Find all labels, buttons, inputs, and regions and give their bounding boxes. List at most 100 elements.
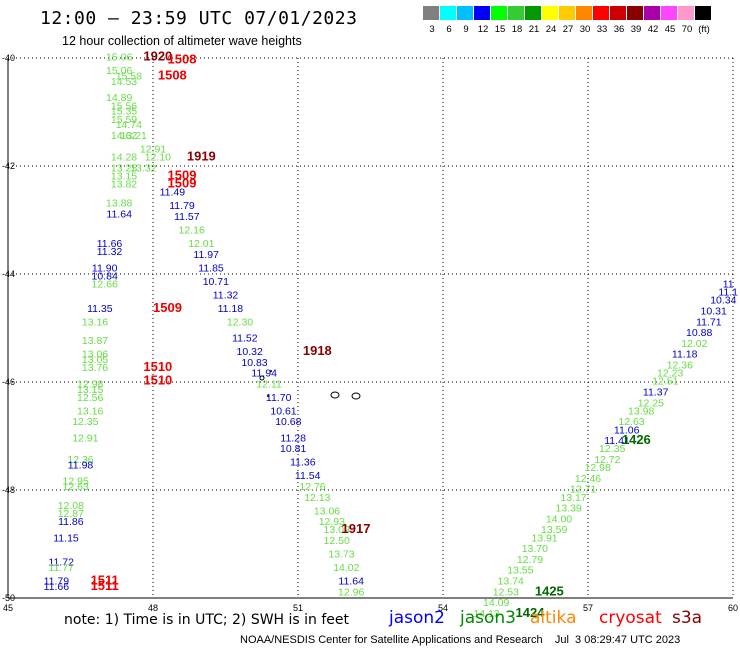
wave-height-value: 12.71 (570, 484, 596, 496)
scale-swatch (423, 6, 439, 20)
wave-height-value: 12.56 (77, 392, 103, 404)
wave-height-value: 15.35 (111, 106, 137, 118)
y-tick-label: -50 (2, 593, 15, 603)
wave-height-value: 11.71 (696, 316, 722, 328)
wave-height-value: 11.06 (614, 424, 640, 436)
wave-height-value: 12.91 (72, 432, 98, 444)
wave-height-value: 13.87 (82, 335, 108, 347)
scale-swatch (559, 6, 575, 20)
wave-height-value: 11.98 (68, 459, 94, 471)
wave-height-value: 10.84 (92, 270, 118, 282)
wave-height-value: 11.32 (97, 246, 123, 258)
wave-height-value: 13.25 (111, 162, 137, 174)
wave-height-value: 15.58 (116, 71, 142, 83)
legend-jason2: jason2 (389, 608, 445, 628)
island-shape (259, 375, 265, 381)
wave-height-value: 14.89 (106, 92, 132, 104)
wave-height-value: 13.17 (560, 492, 586, 504)
chart-title: 12:00 — 23:59 UTC 07/01/2023 (40, 8, 358, 29)
y-tick-label: -48 (2, 485, 15, 495)
scale-swatch (644, 6, 660, 20)
scale-label: 21 (528, 24, 540, 35)
wave-height-value: 11.28 (280, 432, 306, 444)
time-label: 1426 (622, 432, 651, 447)
time-label: 1918 (303, 343, 332, 358)
wave-height-value: 10.68 (275, 416, 301, 428)
scale-label: 33 (596, 24, 608, 35)
scale-swatch (661, 6, 677, 20)
wave-height-value: 15.56 (111, 100, 137, 112)
scale-label: 42 (647, 24, 659, 35)
time-label: 1425 (535, 583, 564, 598)
wave-height-value: 14.62 (111, 130, 137, 142)
footer-text: NOAA/NESDIS Center for Satellite Applica… (240, 634, 681, 646)
wave-height-value: 12.30 (227, 316, 253, 328)
wave-height-value: 14.02 (333, 562, 359, 574)
time-label: 1920 (143, 49, 172, 64)
wave-height-value: 10.61 (270, 405, 296, 417)
wave-height-value: 12.76 (299, 481, 325, 493)
scale-label: (ft) (698, 24, 710, 35)
island-shape (267, 395, 269, 397)
wave-height-value: 11.64 (338, 576, 364, 588)
wave-height-value: 12.66 (92, 279, 118, 291)
wave-height-value: 10.71 (203, 276, 229, 288)
wave-height-value: 13.32 (130, 162, 156, 174)
wave-height-value: 11.64 (106, 208, 132, 220)
island-shape (351, 392, 361, 400)
wave-height-value: 14.53 (111, 76, 137, 88)
wave-height-value: 12.63 (618, 416, 644, 428)
y-tick-label: -44 (2, 269, 15, 279)
time-label: 1508 (158, 68, 187, 83)
wave-height-value: 13.06 (82, 349, 108, 361)
wave-height-value: 11.15 (53, 532, 79, 544)
wave-height-value: 12.91 (140, 144, 166, 156)
scale-label: 3 (429, 24, 435, 35)
time-label: 1917 (342, 521, 371, 536)
wave-height-value: 12.79 (517, 554, 543, 566)
wave-height-value: 13.16 (82, 316, 108, 328)
scale-label: 12 (477, 24, 489, 35)
wave-height-value: 11.85 (198, 262, 224, 274)
x-tick-label: 57 (583, 603, 593, 613)
wave-height-value: 12.98 (585, 462, 611, 474)
wave-height-value: 13.16 (77, 405, 103, 417)
wave-height-value: 11.41 (604, 435, 630, 447)
note-text: note: 1) Time is in UTC; 2) SWH is in fe… (64, 612, 350, 628)
scale-swatch (593, 6, 609, 20)
legend-altika: altika (530, 608, 577, 628)
wave-height-value: 12.63 (63, 481, 89, 493)
wave-height-value: 11.77 (48, 562, 74, 574)
legend-cryosat: cryosat (599, 608, 662, 628)
wave-height-value: 11.1 (718, 287, 738, 299)
wave-height-value: 11.54 (295, 470, 321, 482)
wave-height-value: 12.01 (188, 238, 214, 250)
scale-swatch (576, 6, 592, 20)
wave-height-value: 11.52 (232, 333, 258, 345)
wave-height-value: 11.18 (672, 349, 698, 361)
island-shape (270, 370, 272, 372)
wave-height-value: 11.79 (169, 200, 195, 212)
wave-height-value: 11.32 (213, 289, 239, 301)
wave-height-value: 12.72 (594, 454, 620, 466)
wave-height-value: 11.66 (44, 581, 70, 593)
wave-height-value: 11.86 (58, 516, 84, 528)
wave-height-value: 13.74 (498, 576, 524, 588)
wave-height-value: 11.35 (87, 303, 113, 315)
scale-label: 39 (630, 24, 642, 35)
wave-height-value: 10.88 (686, 327, 712, 339)
wave-height-value: 12.23 (657, 368, 683, 380)
wave-height-value: 10.81 (280, 443, 306, 455)
wave-height-value: 11 (723, 279, 734, 291)
wave-height-value: 11.36 (290, 457, 316, 469)
scale-swatch (491, 6, 507, 20)
wave-height-value: 13.06 (314, 505, 340, 517)
wave-height-value: 13.15 (77, 384, 103, 396)
scale-swatch (440, 6, 456, 20)
wave-height-value: 12.53 (493, 586, 519, 598)
time-label: 1510 (143, 373, 172, 388)
wave-height-value: 12.46 (575, 473, 601, 485)
wave-height-value: 11.37 (643, 387, 669, 399)
wave-height-value: 14.00 (546, 513, 572, 525)
